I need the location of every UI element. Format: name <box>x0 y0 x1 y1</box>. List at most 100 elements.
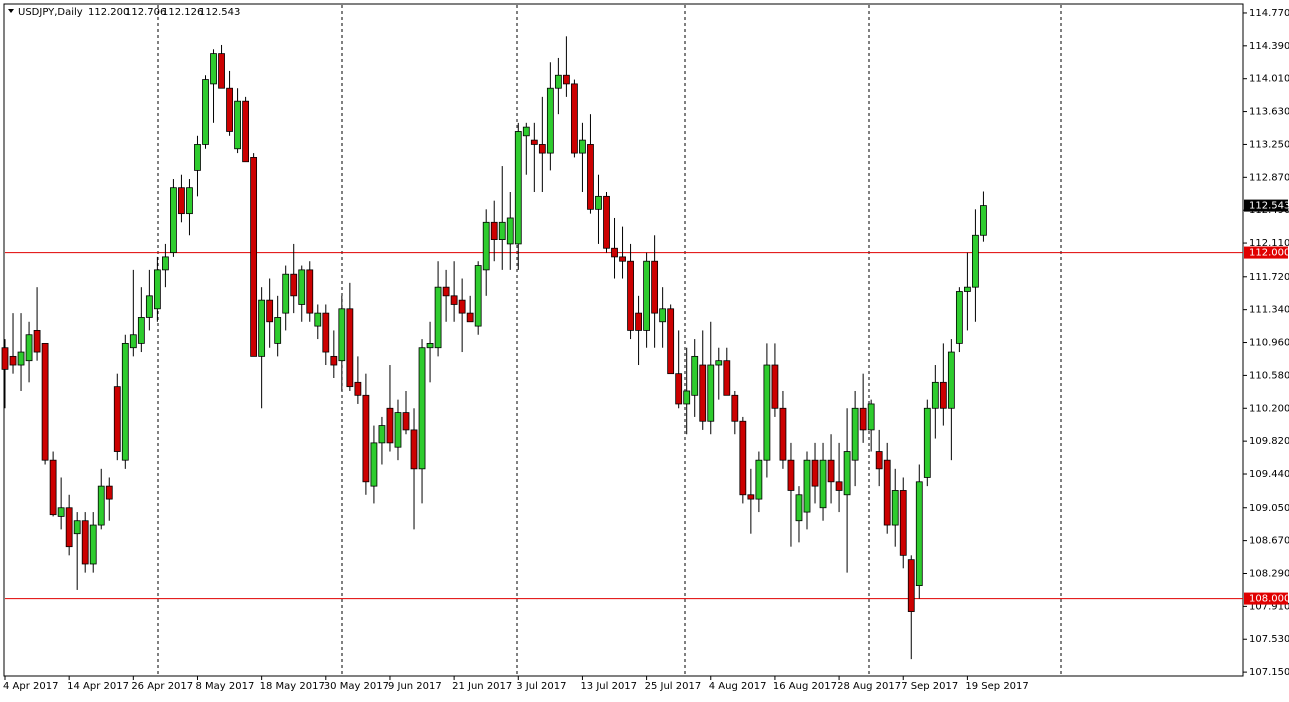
candle-body <box>434 286 442 349</box>
candle-body <box>587 144 594 210</box>
y-tick-label: 111.720 <box>1249 272 1289 283</box>
candle-body <box>715 360 723 366</box>
candle-body <box>739 420 747 496</box>
candle-body <box>282 273 290 314</box>
candle-body <box>931 381 939 409</box>
x-tick-label: 4 Aug 2017 <box>709 681 767 692</box>
candle-body <box>466 312 474 323</box>
candle-body <box>707 364 715 422</box>
candle-body <box>514 131 522 245</box>
candle-body <box>218 53 225 89</box>
hline-label-box <box>1244 246 1288 259</box>
candle-body <box>474 265 482 327</box>
candle-body <box>939 381 947 409</box>
candle-body <box>779 407 787 461</box>
candle-body <box>25 334 33 362</box>
candle-body <box>563 74 570 85</box>
candle-body <box>667 308 675 375</box>
price-label-box <box>1244 199 1288 212</box>
candle-body <box>386 407 394 444</box>
candle-body <box>97 485 105 526</box>
candle-body <box>145 295 153 318</box>
candle-body <box>354 381 362 396</box>
candle-body <box>266 299 274 323</box>
candle-body <box>298 269 306 305</box>
candle-body <box>81 520 89 565</box>
candle-body <box>530 139 538 145</box>
y-tick-label: 112.870 <box>1249 172 1289 183</box>
y-tick-label: 110.960 <box>1249 338 1289 349</box>
y-tick-label: 110.200 <box>1249 403 1289 414</box>
x-tick-label: 4 Apr 2017 <box>3 681 58 692</box>
candle-body <box>346 308 354 388</box>
ohlc-value: 112.543 <box>199 7 240 18</box>
candle-body <box>226 87 233 132</box>
candle-body <box>859 407 867 431</box>
candle-body <box>851 407 859 461</box>
candle-body <box>194 144 201 171</box>
x-tick-label: 30 May 2017 <box>324 681 389 692</box>
y-tick-label: 112.110 <box>1249 238 1289 249</box>
x-tick-label: 21 Jun 2017 <box>452 681 512 692</box>
x-tick-label: 16 Aug 2017 <box>773 681 837 692</box>
candle-body <box>274 317 282 344</box>
candle-body <box>506 217 514 245</box>
candle-body <box>170 187 177 253</box>
y-tick-label: 108.670 <box>1249 536 1289 547</box>
x-tick-label: 8 May 2017 <box>195 681 254 692</box>
candle-body <box>450 295 458 305</box>
y-tick-label: 113.250 <box>1249 139 1289 150</box>
candle-body <box>322 312 330 353</box>
y-tick-label: 107.910 <box>1249 601 1289 612</box>
candle-body <box>442 286 450 297</box>
candle-body <box>498 221 506 240</box>
x-tick-label: 7 Sep 2017 <box>901 681 958 692</box>
candle-body <box>250 157 258 357</box>
candle-body <box>619 256 626 262</box>
candle-body <box>402 412 410 431</box>
candle-body <box>835 481 843 491</box>
candle-body <box>699 364 707 422</box>
candle-body <box>907 559 915 612</box>
candle-body <box>161 256 169 271</box>
candle-body <box>178 187 185 215</box>
candle-body <box>899 490 907 556</box>
candle-body <box>651 260 659 314</box>
candle-body <box>370 442 378 487</box>
candle-body <box>915 481 923 587</box>
y-tick-label: 113.630 <box>1249 107 1289 118</box>
candle-body <box>458 299 466 314</box>
candle-body <box>819 459 827 509</box>
candle-body <box>883 459 891 526</box>
candle-body <box>482 221 490 271</box>
candle-body <box>683 390 691 405</box>
candle-body <box>153 269 161 310</box>
candle-body <box>410 429 418 470</box>
ohlc-value: 112.706 <box>125 7 166 18</box>
period-separators <box>157 5 1062 676</box>
y-tick-label: 109.820 <box>1249 436 1289 447</box>
candle-body <box>947 351 955 409</box>
candle-body <box>571 83 578 154</box>
candle-body <box>73 520 81 535</box>
y-tick-label: 114.770 <box>1249 8 1289 19</box>
candle-body <box>362 394 370 483</box>
candle-body <box>675 373 683 405</box>
candle-body <box>1 347 9 370</box>
y-tick-label: 114.390 <box>1249 41 1289 52</box>
candle-body <box>57 507 65 517</box>
candle-body <box>129 334 137 349</box>
candle-body <box>875 451 883 470</box>
candle-body <box>9 355 17 366</box>
candle-body <box>290 273 298 297</box>
candle-body <box>418 347 426 470</box>
candle-body <box>258 299 266 357</box>
y-tick-label: 111.340 <box>1249 305 1289 316</box>
candle-body <box>394 412 402 448</box>
candle-body <box>891 490 899 526</box>
hline-label: 112.000 <box>1249 248 1289 259</box>
x-tick-label: 18 May 2017 <box>260 681 325 692</box>
candle-body <box>827 459 835 483</box>
candle-body <box>603 195 610 249</box>
candle-body <box>314 312 322 327</box>
